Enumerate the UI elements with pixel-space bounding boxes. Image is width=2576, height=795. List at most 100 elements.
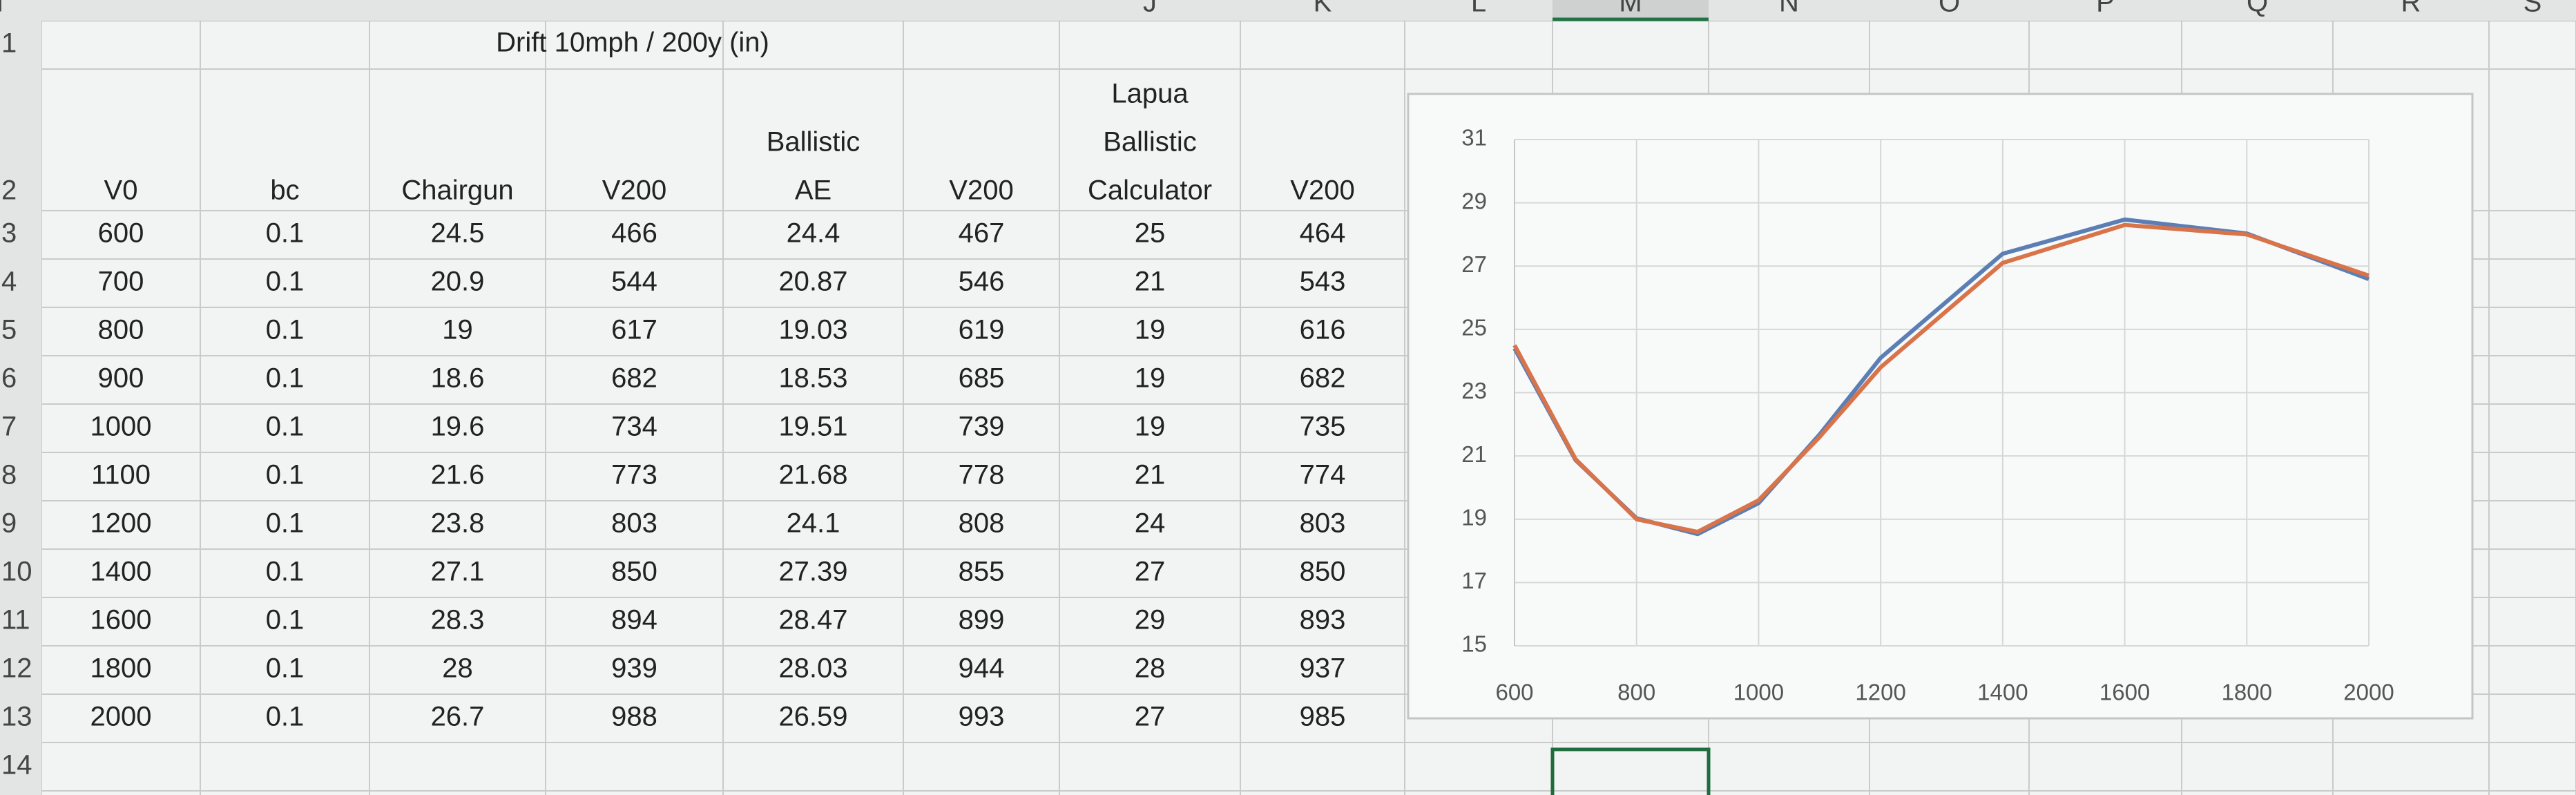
table-cell: 0.1 [266, 557, 305, 587]
table-cell: 850 [1300, 557, 1346, 587]
column-header: S [2524, 0, 2542, 18]
table-cell: 464 [1300, 218, 1346, 249]
table-cell: 24.1 [787, 508, 840, 539]
table-cell: 803 [611, 508, 657, 539]
y-tick-label: 31 [1461, 125, 1487, 151]
x-tick-label: 600 [1495, 680, 1533, 705]
table-cell: 26.7 [431, 702, 485, 732]
table-cell: 20.87 [778, 267, 847, 297]
table-header: V200 [949, 175, 1013, 206]
table-cell: 682 [1300, 363, 1346, 394]
table-cell: 18.53 [778, 363, 847, 394]
table-cell: 1400 [90, 557, 152, 587]
table-cell: 944 [959, 653, 1005, 684]
y-tick-label: 17 [1461, 568, 1487, 593]
table-cell: 993 [959, 702, 1005, 732]
x-tick-label: 1000 [1733, 680, 1784, 705]
table-cell: 619 [959, 315, 1005, 345]
table-cell: 19.6 [431, 412, 485, 442]
x-tick-label: 2000 [2343, 680, 2394, 705]
table-cell: 19 [1135, 412, 1166, 442]
table-cell: 543 [1300, 267, 1346, 297]
column-header: K [1314, 0, 1332, 18]
column-header: T [0, 0, 8, 18]
table-cell: 1200 [90, 508, 152, 539]
table-cell: 27 [1135, 557, 1166, 587]
row-header: 10 [1, 557, 32, 587]
table-cell: 1100 [91, 460, 151, 490]
row-header: 2 [1, 175, 17, 206]
table-header: bc [270, 175, 299, 206]
table-cell: 803 [1300, 508, 1346, 539]
table-cell: 19 [1135, 363, 1166, 394]
row-header: 5 [1, 315, 17, 345]
table-cell: 899 [959, 605, 1005, 635]
table-cell: 28.47 [778, 605, 847, 635]
table-cell: 685 [959, 363, 1005, 394]
column-header: P [2096, 0, 2115, 18]
table-cell: 20.9 [431, 267, 485, 297]
table-cell: 25 [1135, 218, 1166, 249]
y-tick-label: 27 [1461, 251, 1487, 277]
table-cell: 0.1 [266, 653, 305, 684]
row-header: 12 [1, 653, 32, 684]
table-cell: 27 [1135, 702, 1166, 732]
table-title: Drift 10mph / 200y (in) [496, 28, 769, 58]
table-cell: 0.1 [266, 315, 305, 345]
table-cell: 985 [1300, 702, 1346, 732]
table-header: Chairgun [401, 175, 513, 206]
table-cell: 0.1 [266, 412, 305, 442]
table-cell: 0.1 [266, 363, 305, 394]
table-header: Lapua [1111, 79, 1189, 109]
table-cell: 939 [611, 653, 657, 684]
column-header: J [1143, 0, 1157, 18]
row-header: 3 [1, 218, 17, 249]
table-cell: 21 [1135, 267, 1166, 297]
x-tick-label: 800 [1617, 680, 1655, 705]
table-cell: 0.1 [266, 702, 305, 732]
y-tick-label: 25 [1461, 315, 1487, 341]
table-cell: 21.6 [431, 460, 485, 490]
table-cell: 26.59 [778, 702, 847, 732]
table-cell: 739 [959, 412, 1005, 442]
table-cell: 1600 [90, 605, 152, 635]
table-cell: 734 [611, 412, 657, 442]
table-cell: 2000 [90, 702, 152, 732]
y-tick-label: 19 [1461, 504, 1487, 530]
table-cell: 19.51 [778, 412, 847, 442]
table-cell: 467 [959, 218, 1005, 249]
selected-column-header [1553, 0, 1709, 21]
row-header: 6 [1, 363, 17, 394]
table-header: AE [795, 175, 832, 206]
y-tick-label: 15 [1461, 631, 1487, 657]
selected-cell[interactable] [1550, 747, 1711, 795]
table-cell: 21 [1135, 460, 1166, 490]
table-cell: 850 [611, 557, 657, 587]
row-header: 13 [1, 702, 32, 732]
table-cell: 24.4 [787, 218, 840, 249]
x-tick-label: 1200 [1855, 680, 1905, 705]
row-header: 9 [1, 508, 17, 539]
table-cell: 937 [1300, 653, 1346, 684]
table-cell: 466 [611, 218, 657, 249]
y-tick-label: 29 [1461, 188, 1487, 213]
table-cell: 19 [1135, 315, 1166, 345]
table-cell: 893 [1300, 605, 1346, 635]
table-cell: 24.5 [431, 218, 485, 249]
table-cell: 774 [1300, 460, 1346, 490]
x-tick-label: 1600 [2099, 680, 2150, 705]
table-cell: 600 [98, 218, 144, 249]
column-header: N [1779, 0, 1799, 18]
table-cell: 617 [611, 315, 657, 345]
table-cell: 28.3 [431, 605, 485, 635]
table-cell: 0.1 [266, 218, 305, 249]
table-cell: 27.1 [431, 557, 485, 587]
table-cell: 900 [98, 363, 144, 394]
table-cell: 23.8 [431, 508, 485, 539]
data-line [1512, 222, 2370, 535]
table-header: Ballistic [1103, 127, 1197, 157]
table-header: Calculator [1088, 175, 1212, 206]
table-cell: 894 [611, 605, 657, 635]
table-cell: 988 [611, 702, 657, 732]
